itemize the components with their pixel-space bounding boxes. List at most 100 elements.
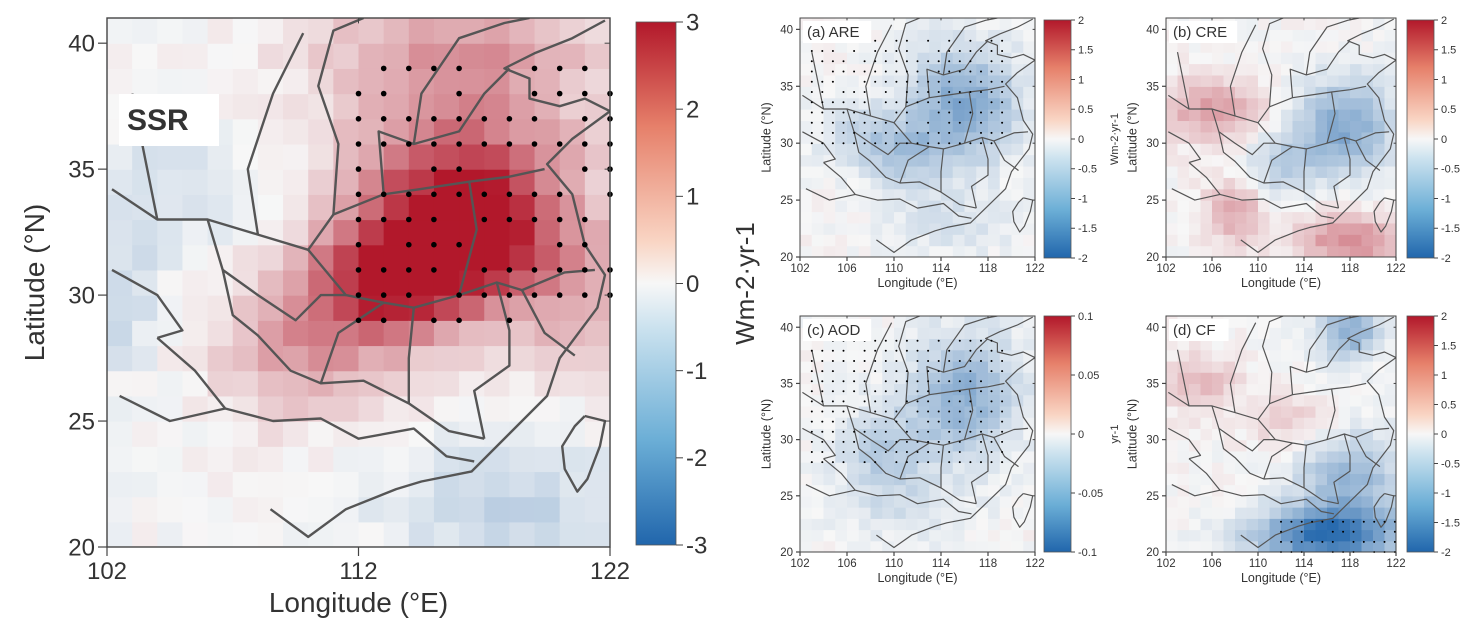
aod-cell (999, 360, 1013, 373)
cre-coastline (1240, 18, 1396, 253)
ssr-cell (358, 68, 385, 95)
aod-cell (976, 518, 989, 531)
ssr-cell (459, 370, 485, 397)
ssr-sig-dot (582, 292, 588, 298)
ssr-cell (157, 43, 184, 69)
aod-cell (905, 484, 919, 497)
are-ytick-label: 25 (780, 195, 793, 207)
cre-cell (1292, 29, 1305, 42)
cre-cell (1292, 120, 1305, 133)
are-cell (894, 86, 907, 99)
are-cell (1011, 188, 1024, 201)
are-cell (999, 154, 1013, 167)
aod-cell (929, 495, 942, 508)
cre-cell (1327, 154, 1340, 167)
aod-cell (999, 484, 1013, 497)
ssr-cell (207, 18, 234, 44)
cf-sig-dot (1290, 540, 1293, 543)
are-cell (870, 18, 883, 30)
aod-cell (858, 473, 872, 486)
ssr-cell (610, 119, 636, 145)
cf-cell (1223, 495, 1236, 508)
cre-cell (1338, 154, 1351, 167)
cf-cell (1304, 405, 1317, 418)
cf-cell (1246, 507, 1259, 519)
are-cell (952, 40, 966, 53)
are-cell (929, 143, 942, 156)
cf-cell (1166, 428, 1179, 441)
are-sig-dot (810, 50, 813, 52)
cf-sig-dot (1280, 540, 1282, 543)
cf-cell (1166, 417, 1179, 429)
aod-sig-dot (969, 430, 972, 433)
cf-cell (1223, 360, 1236, 373)
are-sig-dot (990, 60, 993, 63)
are-sig-dot (853, 91, 856, 93)
aod-cell (1011, 338, 1024, 351)
ssr-sig-dot (531, 141, 538, 147)
cre-province-border (1168, 131, 1202, 164)
aod-sig-dot (905, 380, 908, 383)
are-cell (823, 109, 836, 122)
cre-cell (1338, 86, 1351, 99)
cre-cell (1200, 109, 1213, 122)
aod-cell (999, 405, 1013, 418)
are-sig-dot (927, 142, 930, 145)
are-cell (929, 188, 942, 201)
aod-cell (870, 439, 883, 452)
cre-cell (1200, 222, 1213, 235)
cre-cell (1315, 86, 1328, 99)
are-cell (976, 165, 989, 178)
cf-cell (1327, 338, 1340, 351)
aod-cell (917, 360, 930, 373)
cre-cell (1361, 97, 1374, 110)
cre-cell (1292, 86, 1305, 99)
ssr-cell (257, 370, 284, 397)
cre-cell (1292, 97, 1305, 110)
ssr-cell (182, 43, 209, 69)
aod-cell (870, 518, 883, 531)
cf-cell (1304, 473, 1317, 486)
are-cell (929, 245, 942, 257)
cf-cell (1361, 360, 1374, 373)
are-borders (802, 18, 1035, 253)
ssr-sig-dot (431, 216, 437, 223)
are-sig-dot (810, 111, 813, 114)
cre-cell (1166, 63, 1179, 76)
aod-cell (823, 518, 836, 531)
cf-sig-dot (1352, 530, 1355, 533)
aod-cell (964, 338, 977, 351)
are-cell (858, 234, 872, 247)
cf-cell (1327, 349, 1340, 362)
aod-sig-dot (980, 339, 982, 342)
aod-sig-dot (927, 451, 930, 453)
cf-cell (1373, 540, 1386, 552)
aod-sig-dot (831, 390, 834, 393)
are-cell (894, 222, 907, 235)
cre-taiwan-outline (1373, 197, 1395, 233)
are-cell (999, 143, 1013, 156)
aod-cell (917, 495, 930, 508)
cf-cell (1396, 383, 1408, 395)
ssr-sig-dot (556, 241, 563, 248)
cre-xtick-label: 122 (1386, 263, 1405, 275)
aod-xtick-label: 102 (790, 558, 809, 570)
ssr-cell (257, 521, 284, 547)
are-cell (882, 74, 895, 87)
aod-cell (976, 462, 989, 474)
cre-ytick-label: 35 (1146, 81, 1159, 93)
cf-sig-dot (1383, 540, 1386, 543)
cf-cell (1269, 450, 1282, 463)
cre-xtick-label: 114 (1295, 263, 1314, 275)
ssr-sig-dot (506, 191, 513, 198)
cre-cell (1177, 165, 1190, 178)
aod-cell (847, 439, 860, 452)
are-cell (917, 86, 930, 99)
are-cell (835, 86, 848, 99)
are-sig-dot (831, 50, 834, 52)
cre-cell (1212, 200, 1225, 213)
ssr-cell (232, 43, 259, 69)
are-sig-dot (810, 80, 813, 83)
are-sig-dot (810, 142, 813, 145)
cf-xtick-label: 110 (1249, 558, 1267, 570)
